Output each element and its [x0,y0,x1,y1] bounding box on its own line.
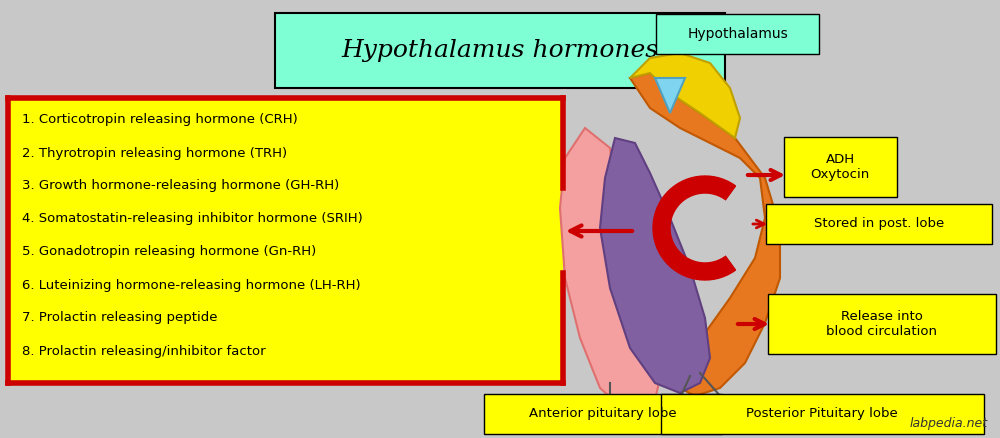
Text: Stored in post. lobe: Stored in post. lobe [814,218,944,230]
FancyBboxPatch shape [768,294,996,354]
FancyBboxPatch shape [784,137,897,197]
Text: ADH
Oxytocin: ADH Oxytocin [810,153,870,181]
Text: Hypothalamus hormones: Hypothalamus hormones [341,39,659,62]
Text: 8. Prolactin releasing/inhibitor factor: 8. Prolactin releasing/inhibitor factor [22,345,266,357]
FancyBboxPatch shape [766,204,992,244]
Text: 2. Thyrotropin releasing hormone (TRH): 2. Thyrotropin releasing hormone (TRH) [22,146,287,159]
Text: 1. Corticotropin releasing hormone (CRH): 1. Corticotropin releasing hormone (CRH) [22,113,298,127]
Polygon shape [600,138,710,393]
Text: Anterior pituitary lobe: Anterior pituitary lobe [529,407,677,420]
Text: Posterior Pituitary lobe: Posterior Pituitary lobe [746,407,898,420]
Text: Hypothalamus: Hypothalamus [688,27,788,41]
FancyBboxPatch shape [484,394,722,434]
Polygon shape [560,128,660,410]
FancyBboxPatch shape [275,13,725,88]
FancyBboxPatch shape [8,98,563,383]
Text: Release into
blood circulation: Release into blood circulation [826,310,938,338]
Text: 6. Luteinizing hormone-releasing hormone (LH-RH): 6. Luteinizing hormone-releasing hormone… [22,279,361,292]
Text: 5. Gonadotropin releasing hormone (Gn-RH): 5. Gonadotropin releasing hormone (Gn-RH… [22,246,316,258]
Polygon shape [653,176,736,280]
FancyBboxPatch shape [661,394,984,434]
Polygon shape [630,73,780,396]
Polygon shape [630,53,740,138]
Polygon shape [655,78,685,113]
Text: 7. Prolactin releasing peptide: 7. Prolactin releasing peptide [22,311,218,325]
Text: labpedia.net: labpedia.net [910,417,988,430]
FancyBboxPatch shape [656,14,819,54]
Text: 3. Growth hormone-releasing hormone (GH-RH): 3. Growth hormone-releasing hormone (GH-… [22,180,339,192]
Text: 4. Somatostatin-releasing inhibitor hormone (SRIH): 4. Somatostatin-releasing inhibitor horm… [22,212,363,226]
